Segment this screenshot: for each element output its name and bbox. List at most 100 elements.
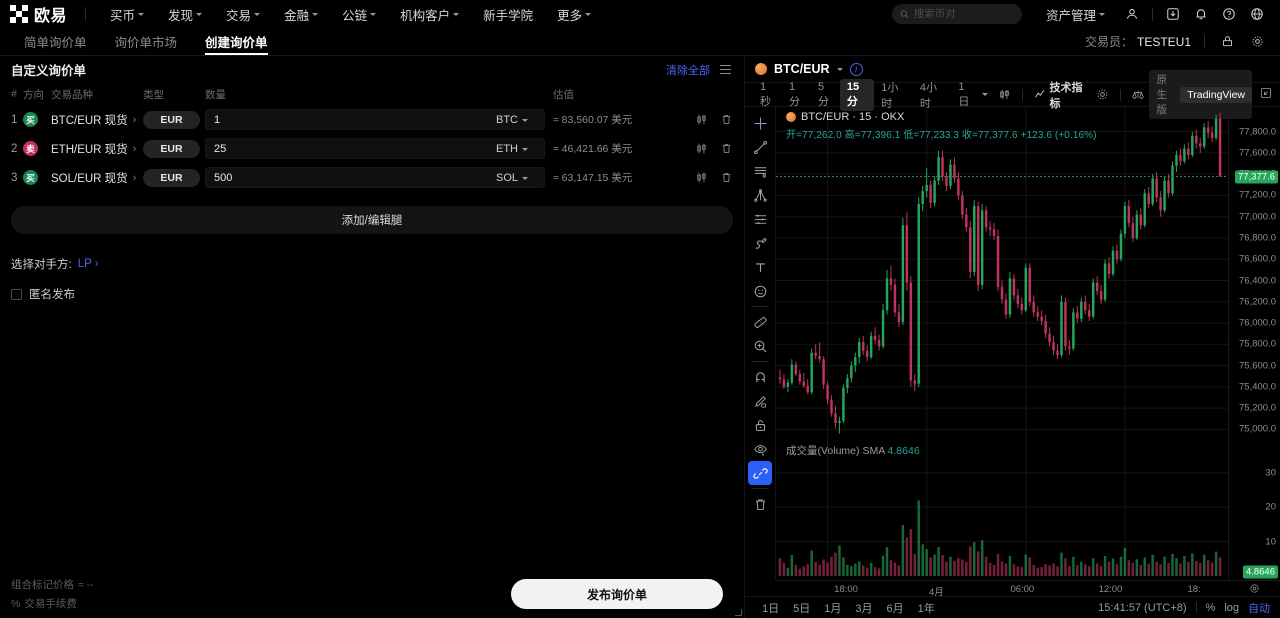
time-settings-icon[interactable] [1228, 580, 1280, 596]
type-pill[interactable]: EUR [143, 110, 200, 129]
menu-icon[interactable] [718, 62, 733, 77]
trash-icon[interactable] [748, 492, 772, 516]
user-icon[interactable] [1119, 3, 1145, 25]
version-tradingview[interactable]: TradingView [1180, 86, 1252, 103]
add-edit-leg-button[interactable]: 添加/编辑腿 [11, 206, 733, 234]
delete-row-icon[interactable] [720, 113, 733, 126]
percent-scale-button[interactable]: % [1205, 601, 1216, 614]
timeframe-1m[interactable]: 1分 [788, 80, 800, 108]
brush-icon[interactable] [748, 231, 772, 255]
auto-scale-button[interactable]: 自动 [1248, 602, 1270, 615]
nav-item-chain[interactable]: 公链 [330, 5, 388, 24]
fullscreen-icon[interactable] [1260, 87, 1272, 102]
object-tree-icon[interactable] [748, 461, 772, 485]
help-icon[interactable] [1216, 3, 1242, 25]
row-instrument[interactable]: SOL/EUR 现货 › [51, 170, 143, 186]
row-type[interactable]: EUR [143, 139, 205, 158]
quantity-input[interactable] [214, 171, 496, 184]
nav-item-finance[interactable]: 金融 [272, 5, 330, 24]
range-1d[interactable]: 1日 [762, 602, 780, 615]
search-input[interactable] [913, 8, 1014, 20]
nav-item-discover[interactable]: 发现 [156, 5, 214, 24]
nav-item-buy-crypto[interactable]: 买币 [98, 5, 156, 24]
quantity-unit-select[interactable]: BTC [496, 114, 536, 126]
assets-management-menu[interactable]: 资产管理 [1034, 5, 1117, 24]
nav-item-more[interactable]: 更多 [545, 5, 603, 24]
row-type[interactable]: EUR [143, 110, 205, 129]
quantity-input-box[interactable]: SOL [205, 167, 545, 188]
clear-all-button[interactable]: 清除全部 [666, 64, 710, 77]
chart-settings-gear-icon[interactable] [1092, 88, 1113, 101]
magnet-icon[interactable] [748, 365, 772, 389]
emoji-icon[interactable] [748, 279, 772, 303]
quantity-unit-select[interactable]: SOL [496, 172, 536, 184]
pitchfork-icon[interactable] [748, 183, 772, 207]
delete-row-icon[interactable] [720, 142, 733, 155]
chart-type-icon[interactable] [994, 88, 1015, 101]
tab-simple-rfq[interactable]: 简单询价单 [24, 36, 87, 50]
lock-icon[interactable] [748, 413, 772, 437]
tab-create-rfq[interactable]: 创建询价单 [191, 28, 282, 55]
row-instrument[interactable]: BTC/EUR 现货 › [51, 112, 143, 128]
quantity-input-box[interactable]: BTC [205, 109, 545, 130]
trend-line-icon[interactable] [748, 135, 772, 159]
timeframe-5m[interactable]: 5分 [817, 80, 829, 108]
timeframe-4h[interactable]: 4小时 [919, 81, 937, 110]
publish-rfq-button[interactable]: 发布询价单 [511, 579, 723, 609]
range-6mo[interactable]: 6月 [886, 602, 904, 615]
chevron-down-icon[interactable] [836, 68, 843, 71]
draw-mode-icon[interactable] [748, 389, 772, 413]
search-box[interactable] [891, 4, 1022, 24]
chart-canvas[interactable]: BTC/EUR · 15 · OKX 开=77,262.0 高=77,396.1… [776, 107, 1280, 580]
quantity-input-box[interactable]: ETH [205, 138, 545, 159]
counterparty-selector[interactable]: LP › [78, 258, 99, 270]
row-direction[interactable]: 买 [23, 170, 51, 185]
type-pill[interactable]: EUR [143, 139, 200, 158]
log-scale-button[interactable]: log [1224, 601, 1239, 614]
row-type[interactable]: EUR [143, 168, 205, 187]
trade-mode-icon[interactable] [1214, 31, 1240, 53]
timeframe-1s[interactable]: 1秒 [760, 80, 771, 108]
fib-retracement-icon[interactable] [748, 207, 772, 231]
type-pill[interactable]: EUR [143, 168, 200, 187]
measure-icon[interactable] [748, 310, 772, 334]
timeframe-15m[interactable]: 15分 [839, 78, 875, 111]
quantity-input[interactable] [214, 142, 496, 155]
chevron-down-icon[interactable] [982, 93, 989, 96]
indicators-button[interactable]: 技术指标 [1030, 79, 1091, 111]
range-5d[interactable]: 5日 [793, 602, 811, 615]
version-native[interactable]: 原生版 [1156, 74, 1167, 116]
okx-logo[interactable]: 欧易 [10, 2, 67, 26]
candlestick-chart-icon[interactable] [695, 171, 708, 184]
eye-hide-icon[interactable] [748, 437, 772, 461]
crosshair-icon[interactable] [748, 111, 772, 135]
quantity-unit-select[interactable]: ETH [496, 143, 536, 155]
delete-row-icon[interactable] [720, 171, 733, 184]
nav-item-institutional[interactable]: 机构客户 [388, 5, 471, 24]
horizontal-lines-icon[interactable] [748, 159, 772, 183]
candlestick-chart-icon[interactable] [695, 142, 708, 155]
candlestick-chart-icon[interactable] [695, 113, 708, 126]
quantity-input[interactable] [214, 113, 496, 126]
globe-icon[interactable] [1244, 3, 1270, 25]
info-icon[interactable]: i [849, 62, 863, 76]
nav-item-academy[interactable]: 新手学院 [471, 5, 545, 24]
range-1y[interactable]: 1年 [917, 602, 935, 615]
timeframe-1d[interactable]: 1日 [958, 80, 970, 108]
bell-icon[interactable] [1188, 3, 1214, 25]
price-axis[interactable]: 77,800.077,600.077,400.077,200.077,000.0… [1228, 107, 1280, 580]
range-1mo[interactable]: 1月 [824, 602, 842, 615]
tab-rfq-market[interactable]: 询价单市场 [114, 36, 178, 50]
row-direction[interactable]: 卖 [23, 141, 51, 156]
settings-gear-icon[interactable] [1244, 31, 1270, 53]
compare-icon[interactable] [1127, 88, 1149, 101]
resize-handle[interactable] [735, 609, 742, 616]
timeframe-1h[interactable]: 1小时 [881, 81, 899, 110]
row-instrument[interactable]: ETH/EUR 现货 › [51, 141, 143, 157]
nav-item-trade[interactable]: 交易 [214, 5, 272, 24]
text-icon[interactable] [748, 255, 772, 279]
row-direction[interactable]: 买 [23, 112, 51, 127]
range-3mo[interactable]: 3月 [855, 602, 873, 615]
anonymous-publish-row[interactable]: 匿名发布 [11, 286, 733, 302]
time-axis[interactable]: 18:00 4月 06:00 12:00 18: [776, 580, 1228, 598]
